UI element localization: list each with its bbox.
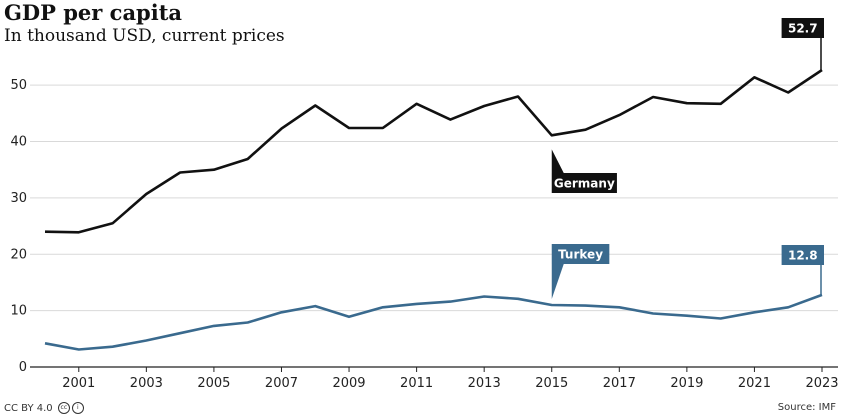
y-tick-label: 50	[10, 78, 27, 93]
license-note: CC BY 4.0 cc i	[4, 402, 84, 414]
x-tick-label: 2021	[738, 376, 771, 391]
x-tick-label: 2017	[603, 376, 636, 391]
chart-title: GDP per capita	[4, 0, 183, 25]
series-line-germany	[44, 68, 823, 234]
gridlines	[30, 84, 838, 368]
x-tick-label: 2003	[130, 376, 163, 391]
turkey-series-label-box	[551, 244, 610, 264]
germany-end-value-label: 52.7	[788, 22, 818, 36]
series-line-turkey	[44, 293, 823, 351]
cc-icon: cc	[57, 402, 70, 414]
license-text: CC BY 4.0	[4, 403, 53, 414]
turkey-label-pointer	[551, 264, 564, 299]
source-note: Source: IMF	[777, 402, 836, 413]
y-axis-ticks: 0 10 20 30 40 50	[10, 78, 27, 375]
y-tick-label: 20	[10, 247, 27, 262]
y-tick-label: 0	[19, 360, 27, 375]
series-labels: 52.7 12.8 Germany Turkey	[551, 18, 824, 299]
x-tick-label: 2015	[535, 376, 568, 391]
germany-series-label-box	[551, 173, 617, 193]
germany-end-value-label-box	[781, 18, 824, 38]
y-tick-label: 40	[10, 135, 27, 150]
y-tick-label: 10	[10, 304, 27, 319]
x-tick-label: 2009	[332, 376, 365, 391]
x-tick-label: 2013	[468, 376, 501, 391]
y-tick-label: 30	[10, 191, 27, 206]
series-lines	[44, 68, 823, 351]
x-tick-label: 2005	[197, 376, 230, 391]
x-tick-label: 2001	[62, 376, 95, 391]
attribution-icon: i	[71, 402, 84, 414]
turkey-end-value-label: 12.8	[788, 249, 818, 263]
x-tick-label: 2023	[805, 376, 838, 391]
turkey-series-label: Turkey	[558, 248, 603, 262]
x-axis-ticks: 2001 2003 2005 2007 2009 2011 2013 2015 2017 2019…	[62, 367, 839, 391]
turkey-end-value-label-box	[781, 245, 824, 265]
germany-label-pointer	[551, 149, 564, 173]
x-tick-label: 2007	[265, 376, 298, 391]
x-tick-label: 2011	[400, 376, 433, 391]
chart-subtitle: In thousand USD, current prices	[4, 26, 285, 46]
germany-series-label: Germany	[554, 177, 615, 191]
x-tick-label: 2019	[670, 376, 703, 391]
